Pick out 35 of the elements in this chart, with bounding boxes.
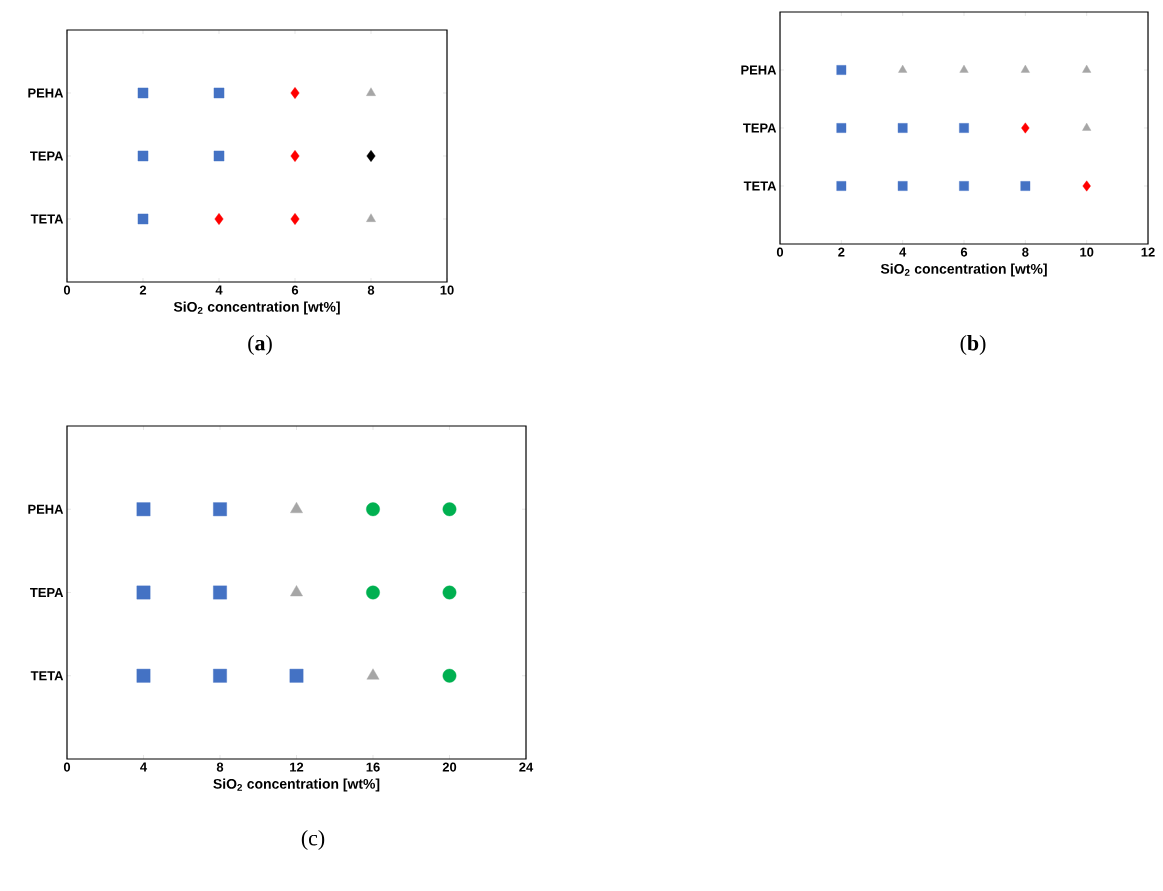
y-tick-label: TETA: [30, 214, 64, 224]
x-tick-label: 24: [519, 762, 534, 772]
x-tick-label: 6: [291, 285, 299, 295]
x-tick-label: 0: [63, 762, 71, 772]
x-tick-label: 10: [440, 285, 454, 295]
x-axis-title: SiO$_{2}$ concentration [wt%]: [213, 778, 380, 792]
x-tick-label: 12: [290, 762, 304, 772]
x-tick-label: 6: [960, 247, 968, 257]
text: (c): [301, 830, 325, 850]
x-axis-title: SiO$_{2}$ concentration [wt%]: [173, 301, 340, 315]
x-tick-label: 8: [367, 285, 375, 295]
y-tick-label: TETA: [30, 671, 64, 681]
y-tick-label: PEHA: [28, 504, 64, 514]
x-tick-label: 2: [139, 285, 147, 295]
x-tick-label: 4: [215, 285, 223, 295]
x-tick-label: 16: [366, 762, 380, 772]
y-tick-label: PEHA: [28, 88, 64, 98]
x-tick-label: 2: [838, 247, 845, 257]
x-tick-label: 20: [442, 762, 457, 772]
x-axis-title: SiO$_{2}$ concentration [wt%]: [880, 263, 1047, 277]
x-tick-label: 8: [216, 762, 224, 772]
text: (a): [248, 335, 272, 355]
x-tick-label: 10: [1080, 247, 1094, 257]
x-tick-label: 0: [63, 285, 71, 295]
y-tick-label: TEPA: [30, 588, 64, 597]
x-tick-label: 8: [1022, 247, 1029, 257]
x-tick-label: 4: [140, 762, 148, 772]
y-tick-label: TEPA: [30, 151, 64, 161]
y-tick-label: TEPA: [743, 123, 777, 133]
y-tick-label: PEHA: [741, 65, 777, 75]
text: (b): [960, 335, 986, 355]
y-tick-label: TETA: [743, 181, 777, 191]
x-tick-label: 4: [899, 247, 907, 257]
x-tick-label: 0: [776, 247, 784, 257]
x-tick-label: 12: [1141, 247, 1155, 257]
